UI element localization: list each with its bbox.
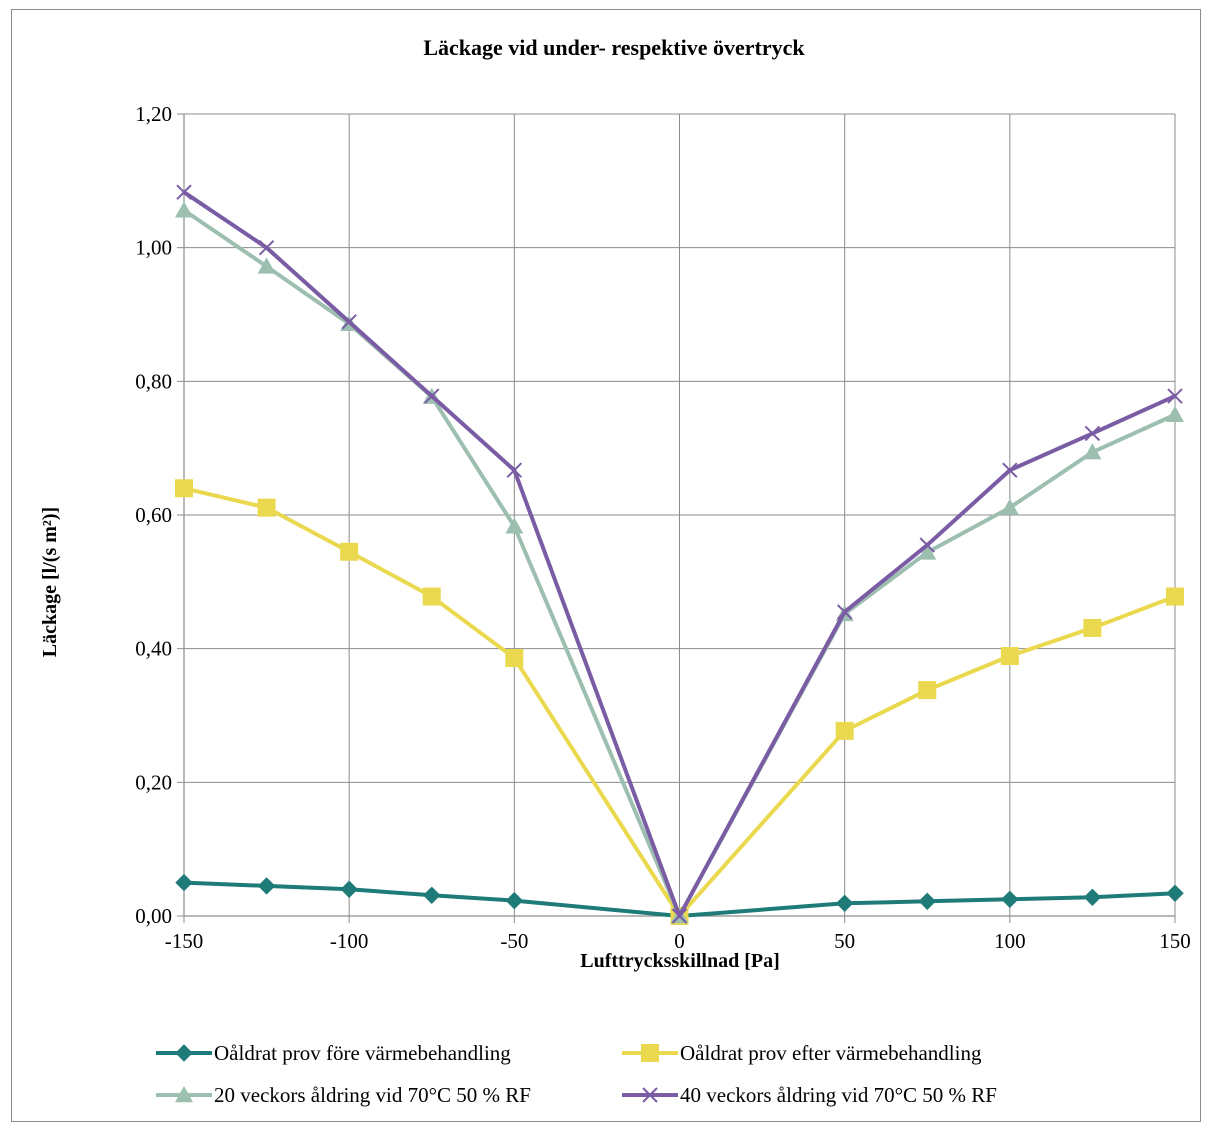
legend-swatch-marker [175,1044,193,1062]
legend-label: Oåldrat prov efter värmebehandling [680,1041,982,1065]
data-point [835,721,854,740]
data-point [835,894,854,913]
y-tick-label: 1,20 [135,102,172,126]
x-tick-label: -100 [330,929,369,953]
y-tick-label: 0,20 [135,770,172,794]
data-point [257,877,276,895]
data-point [341,314,357,330]
legend-item: 20 veckors åldring vid 70°C 50 % RF [156,1083,531,1107]
y-tick-label: 0,80 [135,369,172,393]
data-point [175,201,193,218]
data-point [1166,405,1184,422]
data-point [918,543,937,560]
data-point [1001,890,1019,908]
data-point [1000,647,1019,666]
data-point [257,498,276,517]
y-tick-label: 0,40 [135,637,172,661]
legend-item: Oåldrat prov efter värmebehandling [622,1041,982,1065]
data-point [836,604,853,620]
data-point [1084,425,1101,442]
y-axis-tick-labels: 0,00 0,20 0,40 0,60 0,80 1,00 1,20 [135,102,172,928]
data-point [1083,888,1102,906]
y-tick-label: 1,00 [135,236,172,260]
data-point [1083,443,1102,460]
x-axis-title: Lufttrycksskillnad [Pa] [580,950,779,972]
data-point [424,388,440,404]
data-point [423,886,441,904]
x-tick-label: 0 [674,929,685,953]
series-4 [176,184,1183,924]
x-tick-label: 150 [1159,929,1191,953]
legend-swatch-marker [642,1087,658,1103]
data-point [918,892,936,911]
data-point [1083,618,1102,637]
data-point [175,873,193,892]
y-tick-label: 0,00 [135,904,172,928]
data-point [176,184,192,200]
data-point [505,649,524,668]
series-lines [175,184,1184,925]
legend-swatch-marker [175,1086,193,1103]
legend: Oåldrat prov före värmebehandling Oåldrat… [156,1041,997,1107]
data-point [671,908,688,924]
legend-label: 40 veckors åldring vid 70°C 50 % RF [680,1083,997,1107]
legend-label: 20 veckors åldring vid 70°C 50 % RF [214,1083,531,1107]
data-point [340,880,358,898]
x-tick-label: -150 [165,929,204,953]
data-point [506,462,523,478]
data-point [258,239,275,256]
data-point [918,681,937,700]
legend-item: 40 veckors åldring vid 70°C 50 % RF [622,1083,997,1107]
legend-label: Oåldrat prov före värmebehandling [214,1041,511,1065]
x-tick-label: 100 [994,929,1026,953]
chart-frame [11,9,1201,1122]
x-tick-label: 50 [834,929,855,953]
chart-title: Läckage vid under- respektive övertryck [423,35,805,60]
legend-swatch-marker [641,1044,659,1062]
data-point [1167,388,1183,404]
grid-lines [184,113,1176,916]
x-axis-tick-labels: -150 -100 -50 0 50 100 150 [165,929,1191,953]
axes [177,113,1176,923]
legend-item: Oåldrat prov före värmebehandling [156,1041,511,1065]
data-point [1166,884,1184,902]
x-tick-label: -50 [500,929,528,953]
data-point [1000,498,1019,515]
data-point [505,517,524,534]
data-point [919,537,935,553]
y-axis-title: Läckage [l/(s m²)] [39,507,61,657]
data-point [175,479,193,498]
data-point [257,257,276,274]
data-point [422,587,441,606]
data-point [1166,587,1184,606]
data-point [505,891,524,910]
data-point [340,542,359,561]
y-tick-label: 0,60 [135,503,172,527]
data-point [1002,462,1018,478]
